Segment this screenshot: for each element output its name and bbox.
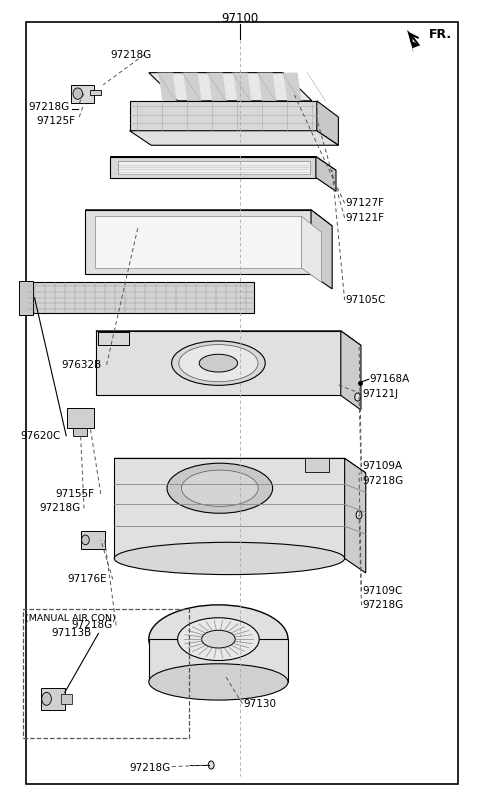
Ellipse shape: [179, 345, 258, 382]
Polygon shape: [96, 331, 361, 345]
Polygon shape: [41, 688, 65, 710]
Text: 97109A: 97109A: [362, 462, 403, 471]
Polygon shape: [98, 332, 129, 345]
Polygon shape: [316, 157, 336, 191]
Text: 97105C: 97105C: [346, 295, 386, 305]
Ellipse shape: [149, 605, 288, 673]
Polygon shape: [19, 281, 33, 315]
Text: 97121J: 97121J: [362, 389, 398, 399]
Ellipse shape: [172, 341, 265, 385]
Polygon shape: [208, 73, 227, 101]
Polygon shape: [149, 639, 288, 682]
Ellipse shape: [199, 354, 238, 372]
Polygon shape: [305, 458, 329, 472]
Polygon shape: [407, 30, 420, 53]
Polygon shape: [233, 73, 252, 101]
Polygon shape: [67, 408, 94, 428]
Polygon shape: [110, 157, 336, 170]
Polygon shape: [28, 282, 254, 313]
Text: FR.: FR.: [429, 28, 452, 41]
Text: 97127F: 97127F: [346, 199, 384, 208]
Polygon shape: [317, 101, 338, 145]
Polygon shape: [85, 210, 332, 226]
Text: 97109C: 97109C: [362, 586, 403, 596]
Ellipse shape: [149, 663, 288, 700]
Polygon shape: [341, 331, 361, 410]
Polygon shape: [73, 428, 87, 436]
Polygon shape: [114, 458, 345, 558]
Text: 97218G: 97218G: [71, 621, 112, 630]
Polygon shape: [85, 210, 311, 274]
Polygon shape: [81, 531, 105, 549]
Polygon shape: [118, 161, 310, 174]
Ellipse shape: [202, 630, 235, 648]
Text: 97218G: 97218G: [362, 476, 404, 486]
Ellipse shape: [42, 692, 51, 705]
Polygon shape: [96, 331, 341, 395]
Polygon shape: [90, 90, 101, 95]
Ellipse shape: [167, 463, 273, 513]
Polygon shape: [311, 210, 332, 289]
Polygon shape: [149, 73, 312, 101]
Text: 97218G: 97218G: [110, 50, 152, 60]
Text: 97632B: 97632B: [61, 360, 102, 370]
Text: 97130: 97130: [244, 699, 277, 709]
Ellipse shape: [356, 511, 362, 519]
Ellipse shape: [355, 393, 360, 401]
Text: (MANUAL AIR CON): (MANUAL AIR CON): [25, 613, 116, 623]
Text: 97155F: 97155F: [55, 489, 94, 499]
Polygon shape: [283, 73, 301, 101]
Text: 97176E: 97176E: [67, 575, 107, 584]
Polygon shape: [130, 101, 317, 131]
Text: 97218G: 97218G: [29, 102, 70, 111]
Polygon shape: [114, 458, 366, 473]
Polygon shape: [183, 73, 202, 101]
Text: 97218G: 97218G: [130, 763, 171, 773]
Polygon shape: [71, 85, 94, 103]
Ellipse shape: [73, 88, 83, 99]
Text: 97125F: 97125F: [36, 116, 75, 126]
Polygon shape: [95, 216, 301, 268]
Text: 97168A: 97168A: [370, 374, 410, 384]
Polygon shape: [301, 216, 322, 282]
Ellipse shape: [181, 470, 258, 507]
Ellipse shape: [208, 761, 214, 769]
Ellipse shape: [114, 542, 345, 575]
Polygon shape: [158, 73, 177, 101]
Text: 97218G: 97218G: [39, 504, 81, 513]
Polygon shape: [258, 73, 276, 101]
Polygon shape: [61, 694, 72, 704]
Polygon shape: [345, 458, 366, 573]
Ellipse shape: [82, 535, 89, 545]
Polygon shape: [110, 157, 316, 178]
Ellipse shape: [178, 618, 259, 660]
Polygon shape: [130, 131, 338, 145]
Text: 97620C: 97620C: [20, 431, 60, 441]
Text: 97218G: 97218G: [362, 600, 404, 610]
Text: 97100: 97100: [221, 12, 259, 25]
Text: 97113B: 97113B: [52, 629, 92, 638]
Text: 97121F: 97121F: [346, 213, 384, 223]
